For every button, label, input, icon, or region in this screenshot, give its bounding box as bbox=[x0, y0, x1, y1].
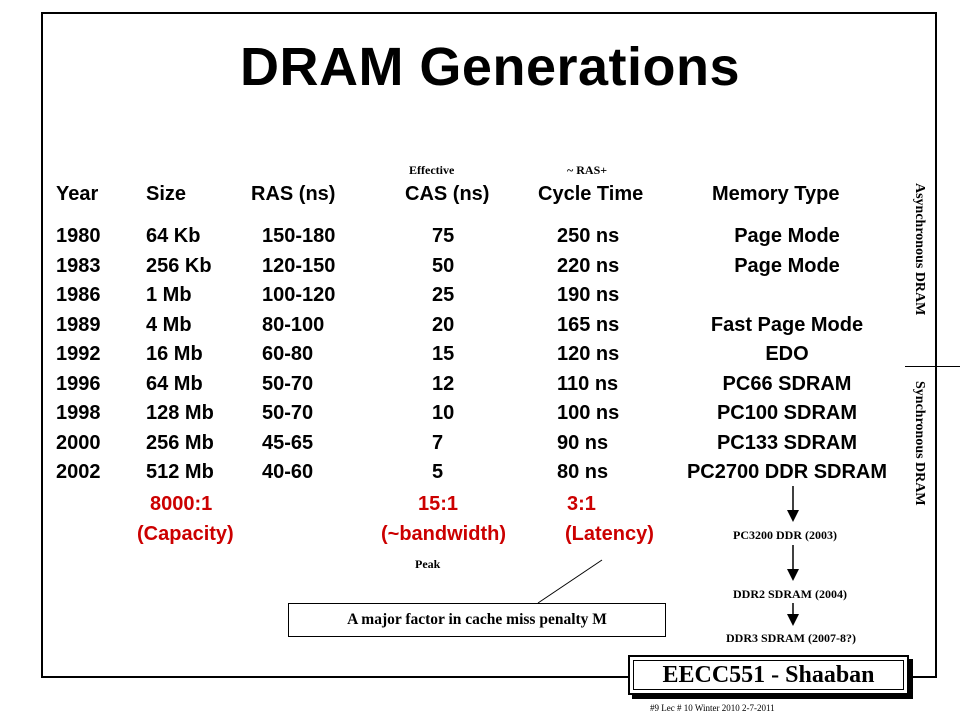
cell-size: 16 Mb bbox=[146, 343, 203, 365]
cell-year: 1996 bbox=[56, 372, 101, 395]
cell-cycle-time: 165 ns bbox=[557, 313, 620, 336]
cell-memory-type: Page Mode bbox=[734, 254, 840, 277]
cell-ras: 60-80 bbox=[262, 343, 314, 365]
cell-cas: 20 bbox=[432, 313, 455, 336]
cell-year: 1986 bbox=[56, 284, 101, 306]
cell-cycle-time: 100 ns bbox=[557, 402, 620, 424]
col-header-cycle-time: Cycle Time bbox=[538, 183, 644, 205]
later-type-pc3200: PC3200 DDR (2003) bbox=[733, 528, 837, 542]
cell-year: 1989 bbox=[56, 313, 101, 336]
latency-label: (Latency) bbox=[565, 523, 654, 545]
cell-year: 2000 bbox=[56, 431, 101, 454]
cell-memory-type: PC66 SDRAM bbox=[722, 372, 852, 395]
cell-cycle-time: 250 ns bbox=[557, 225, 620, 247]
cell-size: 4 Mb bbox=[146, 313, 192, 336]
cell-year: 1992 bbox=[56, 343, 101, 365]
cell-memory-type: Page Mode bbox=[734, 225, 840, 247]
cell-cycle-time: 110 ns bbox=[557, 372, 619, 395]
later-type-ddr2: DDR2 SDRAM (2004) bbox=[733, 587, 847, 601]
cache-miss-callout: A major factor in cache miss penalty M bbox=[288, 603, 666, 637]
col-header-year: Year bbox=[56, 183, 99, 205]
cell-memory-type: PC2700 DDR SDRAM bbox=[686, 461, 888, 483]
cell-cas: 5 bbox=[432, 461, 444, 483]
col-header-size: Size bbox=[146, 183, 187, 205]
bandwidth-label: (~bandwidth) bbox=[381, 523, 506, 545]
sync-dram-label: Synchronous DRAM bbox=[912, 381, 927, 506]
cell-ras: 80-100 bbox=[262, 313, 325, 336]
cell-cas: 50 bbox=[432, 254, 455, 277]
slide-title: DRAM Generations bbox=[239, 37, 741, 97]
cell-memory-type: Fast Page Mode bbox=[710, 313, 864, 336]
cell-cycle-time: 90 ns bbox=[557, 431, 609, 454]
capacity-label: (Capacity) bbox=[137, 523, 234, 545]
cell-size: 64 Kb bbox=[146, 225, 201, 247]
cell-size: 512 Mb bbox=[146, 461, 214, 483]
cell-ras: 50-70 bbox=[262, 402, 314, 424]
cell-cycle-time: 220 ns bbox=[557, 254, 620, 277]
cell-memory-type: EDO bbox=[765, 343, 809, 365]
cell-size: 64 Mb bbox=[146, 372, 203, 395]
cell-size: 1 Mb bbox=[146, 284, 192, 306]
cell-cas: 12 bbox=[432, 372, 455, 395]
cell-year: 2002 bbox=[56, 461, 101, 483]
course-footer-text: EECC551 - Shaaban bbox=[662, 662, 875, 688]
ras-plus-note: ~ RAS+ bbox=[567, 163, 608, 177]
cell-cas: 10 bbox=[432, 402, 455, 424]
slide-frame bbox=[41, 12, 937, 678]
cell-year: 1983 bbox=[56, 254, 101, 277]
peak-note: Peak bbox=[415, 557, 441, 571]
cell-cas: 75 bbox=[432, 225, 455, 247]
capacity-ratio: 8000:1 bbox=[150, 493, 213, 515]
cell-cycle-time: 120 ns bbox=[557, 343, 620, 365]
effective-note: Effective bbox=[409, 163, 455, 177]
cell-year: 1980 bbox=[56, 225, 101, 247]
cell-year: 1998 bbox=[56, 402, 101, 424]
cell-cas: 7 bbox=[432, 431, 444, 454]
cell-ras: 50-70 bbox=[262, 372, 314, 395]
latency-ratio: 3:1 bbox=[567, 493, 596, 515]
footer-inner-border bbox=[633, 660, 904, 690]
callout-pointer-line bbox=[537, 559, 603, 604]
cell-size: 256 Mb bbox=[146, 431, 214, 454]
cell-cas: 25 bbox=[432, 284, 455, 306]
course-footer-badge: EECC551 - Shaaban bbox=[628, 655, 909, 695]
cell-size: 128 Mb bbox=[146, 402, 214, 424]
cell-cycle-time: 80 ns bbox=[557, 461, 609, 483]
cell-ras: 45-65 bbox=[262, 431, 314, 454]
cell-ras: 40-60 bbox=[262, 461, 314, 483]
later-type-ddr3: DDR3 SDRAM (2007-8?) bbox=[726, 631, 856, 645]
cell-cycle-time: 190 ns bbox=[557, 284, 620, 306]
async-sync-divider bbox=[905, 366, 960, 367]
lecture-note: #9 Lec # 10 Winter 2010 2-7-2011 bbox=[650, 703, 775, 713]
cell-ras: 120-150 bbox=[262, 254, 336, 277]
cell-size: 256 Kb bbox=[146, 254, 212, 277]
cell-ras: 150-180 bbox=[262, 225, 336, 247]
col-header-cas: CAS (ns) bbox=[405, 183, 490, 205]
cell-cas: 15 bbox=[432, 343, 455, 365]
async-dram-label: Asynchronous DRAM bbox=[912, 183, 927, 316]
col-header-memory-type: Memory Type bbox=[712, 183, 840, 205]
col-header-ras: RAS (ns) bbox=[251, 183, 336, 205]
bandwidth-ratio: 15:1 bbox=[418, 493, 459, 515]
cell-memory-type: PC100 SDRAM bbox=[716, 402, 858, 424]
cell-ras: 100-120 bbox=[262, 284, 336, 306]
cell-memory-type: PC133 SDRAM bbox=[716, 431, 858, 454]
